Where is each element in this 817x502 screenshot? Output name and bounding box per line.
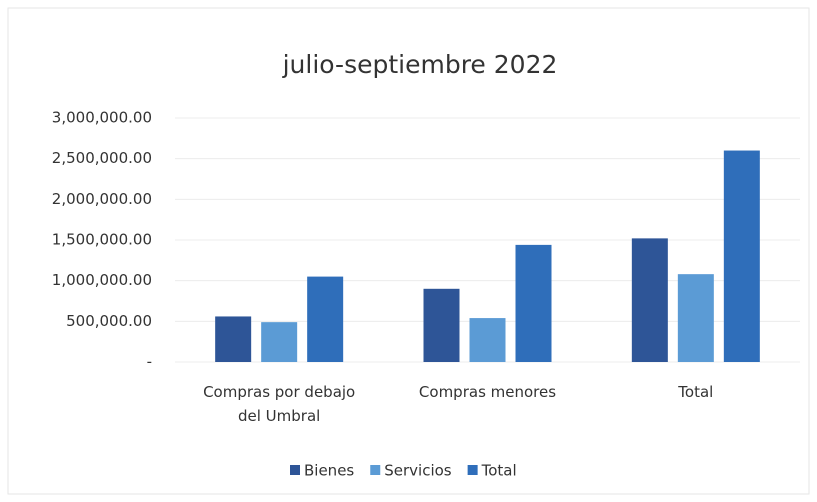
x-tick-label: Compras menores	[418, 383, 557, 401]
chart-frame	[7, 7, 810, 495]
bar	[215, 316, 252, 362]
bar	[677, 274, 714, 362]
legend-label: Bienes	[304, 462, 354, 480]
bar	[261, 322, 298, 362]
legend-label: Total	[481, 462, 517, 480]
legend-swatch	[290, 465, 300, 475]
y-tick-label: 3,000,000.00	[52, 109, 152, 127]
legend-swatch	[370, 465, 381, 475]
chart-title: julio-septiembre 2022	[282, 50, 558, 79]
bar	[307, 276, 344, 362]
y-tick-label: -	[147, 353, 152, 371]
y-tick-label: 2,500,000.00	[52, 149, 152, 167]
legend-swatch	[467, 465, 478, 475]
bar	[423, 288, 460, 362]
bar	[469, 318, 506, 362]
legend-label: Servicios	[384, 462, 452, 480]
y-tick-label: 1,500,000.00	[52, 231, 152, 249]
x-tick-label: Compras por debajo del Umbral	[203, 383, 356, 425]
y-tick-label: 500,000.00	[66, 312, 152, 330]
y-tick-label: 2,000,000.00	[52, 190, 152, 208]
x-tick-label: Total	[678, 383, 714, 401]
bar	[515, 244, 552, 362]
y-tick-label: 1,000,000.00	[52, 271, 152, 289]
bar	[631, 238, 668, 362]
bar	[723, 150, 760, 362]
